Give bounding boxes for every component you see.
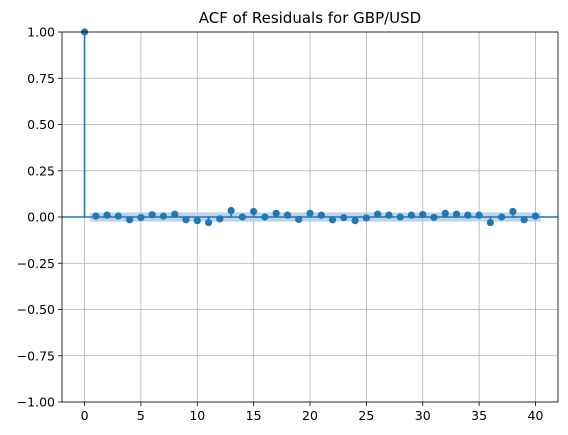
acf-point — [407, 211, 416, 219]
x-tick-label: 30 — [415, 408, 431, 423]
y-tick-label: −0.25 — [17, 256, 55, 271]
acf-point — [148, 211, 156, 219]
acf-point — [498, 213, 506, 221]
x-tick-label: 35 — [471, 408, 487, 423]
acf-point — [520, 216, 528, 224]
x-tick-label: 25 — [358, 408, 374, 423]
acf-point — [464, 211, 472, 219]
acf-point — [137, 213, 145, 222]
acf-point — [452, 210, 461, 218]
acf-point — [204, 218, 213, 227]
x-tick-label: 40 — [528, 408, 544, 423]
acf-point — [227, 206, 235, 215]
acf-point — [317, 211, 325, 219]
x-axis-ticks: 0 5 10 15 20 25 30 35 40 — [81, 402, 544, 423]
y-tick-label: −0.75 — [17, 348, 55, 363]
acf-point — [171, 210, 179, 218]
acf-point — [430, 213, 438, 221]
acf-point — [114, 212, 122, 220]
y-tick-label: 0.50 — [27, 117, 55, 132]
y-tick-label: 0.25 — [27, 163, 55, 178]
acf-point — [216, 215, 224, 223]
acf-point — [295, 215, 303, 224]
y-tick-label: −0.50 — [17, 302, 55, 317]
acf-point — [182, 216, 190, 224]
acf-point — [441, 209, 449, 217]
acf-point — [531, 212, 540, 220]
acf-point — [396, 213, 404, 221]
acf-points — [80, 28, 540, 227]
acf-point — [362, 214, 370, 222]
acf-point — [193, 217, 201, 225]
acf-point — [509, 207, 517, 216]
y-axis-ticks: −1.00 −0.75 −0.50 −0.25 0.00 0.25 0.50 0.75 1.00 — [17, 25, 62, 410]
chart-title: ACF of Residuals for GBP/USD — [199, 9, 421, 27]
acf-point — [486, 218, 494, 227]
acf-point — [475, 211, 483, 219]
acf-point — [340, 213, 348, 222]
acf-point — [374, 210, 382, 218]
acf-point — [328, 216, 337, 224]
x-tick-label: 20 — [302, 408, 318, 423]
acf-point — [92, 212, 100, 220]
acf-point — [261, 213, 269, 221]
acf-point — [159, 212, 168, 220]
acf-point — [103, 211, 111, 219]
y-tick-label: 1.00 — [27, 25, 55, 40]
acf-point — [238, 213, 246, 221]
acf-point — [283, 211, 292, 219]
acf-point — [419, 210, 427, 219]
y-tick-label: 0.75 — [27, 71, 55, 86]
acf-point — [351, 217, 359, 225]
y-tick-label: −1.00 — [17, 395, 55, 410]
x-tick-label: 15 — [246, 408, 262, 423]
acf-point — [250, 207, 258, 216]
acf-point — [272, 209, 280, 217]
y-tick-label: 0.00 — [27, 210, 55, 225]
acf-point — [385, 211, 393, 219]
acf-point — [306, 209, 314, 217]
acf-point — [126, 216, 134, 224]
x-tick-label: 0 — [81, 408, 89, 423]
x-tick-label: 10 — [189, 408, 205, 423]
x-tick-label: 5 — [137, 408, 145, 423]
